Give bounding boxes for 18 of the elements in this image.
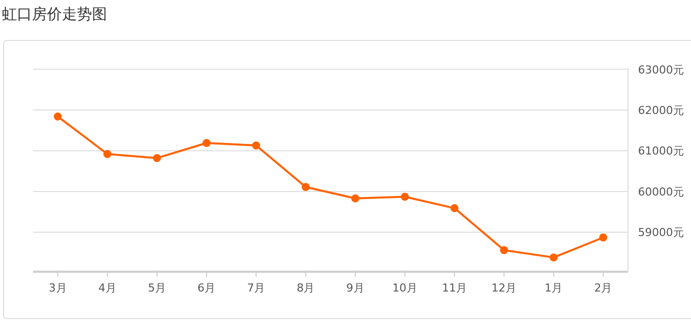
xtick: 5月 — [148, 282, 166, 295]
chart-title: 虹口房价走势图 — [2, 5, 107, 23]
ytick: 63000元 — [638, 63, 684, 76]
xtick: 1月 — [544, 282, 563, 295]
xtick: 8月 — [296, 282, 315, 295]
xtick: 6月 — [198, 282, 216, 295]
xtick: 11月 — [442, 282, 467, 295]
ytick: 61000元 — [638, 144, 684, 158]
xtick: 9月 — [346, 282, 364, 295]
xtick: 7月 — [247, 282, 266, 295]
ytick: 59000元 — [638, 226, 684, 240]
xtick: 12月 — [492, 282, 517, 295]
ytick: 60000元 — [638, 185, 684, 198]
xtick: 2月 — [594, 282, 612, 295]
xtick: 4月 — [98, 282, 116, 295]
xtick: 3月 — [48, 282, 67, 295]
ytick: 62000元 — [638, 104, 684, 118]
xtick: 10月 — [392, 282, 418, 295]
